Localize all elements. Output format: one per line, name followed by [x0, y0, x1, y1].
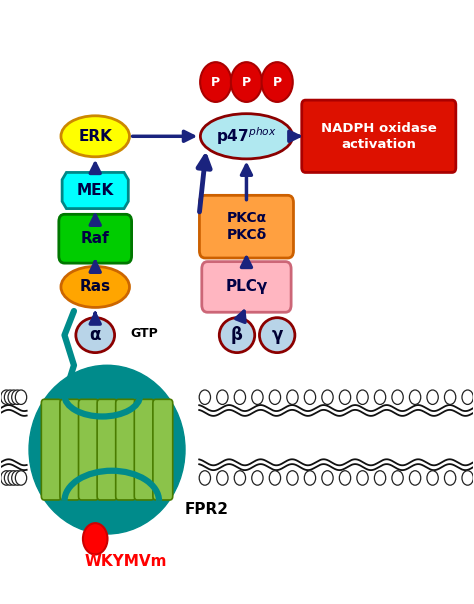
Circle shape: [392, 471, 403, 485]
Text: P: P: [273, 76, 282, 89]
Circle shape: [83, 523, 108, 554]
Circle shape: [4, 390, 16, 405]
Circle shape: [374, 471, 386, 485]
Ellipse shape: [259, 318, 295, 353]
FancyBboxPatch shape: [116, 399, 136, 500]
Circle shape: [410, 390, 421, 405]
Circle shape: [269, 471, 281, 485]
Text: WKYMVm: WKYMVm: [85, 554, 167, 568]
Text: MEK: MEK: [77, 183, 114, 198]
Circle shape: [8, 390, 19, 405]
Circle shape: [392, 390, 403, 405]
Text: PKCα
PKCδ: PKCα PKCδ: [226, 211, 266, 242]
Circle shape: [12, 471, 23, 485]
Ellipse shape: [29, 365, 185, 534]
Circle shape: [0, 390, 12, 405]
Circle shape: [217, 471, 228, 485]
Circle shape: [322, 390, 333, 405]
Circle shape: [339, 390, 351, 405]
Text: γ: γ: [272, 326, 283, 344]
Circle shape: [287, 471, 298, 485]
Circle shape: [322, 471, 333, 485]
FancyBboxPatch shape: [200, 195, 293, 258]
Circle shape: [231, 62, 262, 102]
Circle shape: [287, 390, 298, 405]
Ellipse shape: [219, 318, 255, 353]
Text: P: P: [242, 76, 251, 89]
Circle shape: [374, 390, 386, 405]
Circle shape: [252, 390, 263, 405]
Circle shape: [199, 390, 210, 405]
Text: Ras: Ras: [80, 280, 111, 294]
FancyBboxPatch shape: [97, 399, 117, 500]
Circle shape: [252, 471, 263, 485]
Circle shape: [200, 62, 231, 102]
Text: PLCγ: PLCγ: [225, 280, 268, 294]
Circle shape: [0, 471, 12, 485]
Ellipse shape: [201, 114, 292, 159]
FancyBboxPatch shape: [302, 100, 456, 172]
Circle shape: [427, 471, 438, 485]
FancyBboxPatch shape: [79, 399, 99, 500]
Circle shape: [234, 390, 246, 405]
Circle shape: [462, 471, 474, 485]
Text: p47$^{phox}$: p47$^{phox}$: [216, 126, 277, 147]
Text: NADPH oxidase
activation: NADPH oxidase activation: [321, 122, 437, 151]
Circle shape: [15, 390, 27, 405]
FancyBboxPatch shape: [153, 399, 173, 500]
Ellipse shape: [61, 116, 129, 157]
Text: P: P: [211, 76, 220, 89]
Circle shape: [304, 390, 316, 405]
Circle shape: [410, 471, 421, 485]
FancyBboxPatch shape: [41, 399, 61, 500]
Circle shape: [445, 471, 456, 485]
Circle shape: [339, 471, 351, 485]
Circle shape: [357, 471, 368, 485]
Polygon shape: [62, 172, 128, 208]
Circle shape: [269, 390, 281, 405]
Circle shape: [217, 390, 228, 405]
Circle shape: [427, 390, 438, 405]
Circle shape: [462, 390, 474, 405]
Text: Raf: Raf: [81, 231, 109, 246]
Text: α: α: [90, 326, 101, 344]
Circle shape: [4, 471, 16, 485]
Circle shape: [12, 390, 23, 405]
Ellipse shape: [61, 266, 129, 307]
Ellipse shape: [76, 318, 115, 353]
FancyBboxPatch shape: [202, 262, 291, 312]
FancyBboxPatch shape: [134, 399, 154, 500]
Text: β: β: [231, 326, 243, 344]
Circle shape: [445, 390, 456, 405]
Circle shape: [262, 62, 293, 102]
FancyBboxPatch shape: [60, 399, 80, 500]
Text: ERK: ERK: [78, 129, 112, 144]
Text: FPR2: FPR2: [184, 503, 228, 518]
Circle shape: [234, 471, 246, 485]
Text: GTP: GTP: [131, 327, 158, 340]
Circle shape: [8, 471, 19, 485]
Circle shape: [15, 471, 27, 485]
Circle shape: [357, 390, 368, 405]
Circle shape: [199, 471, 210, 485]
FancyBboxPatch shape: [59, 214, 132, 263]
Circle shape: [304, 471, 316, 485]
